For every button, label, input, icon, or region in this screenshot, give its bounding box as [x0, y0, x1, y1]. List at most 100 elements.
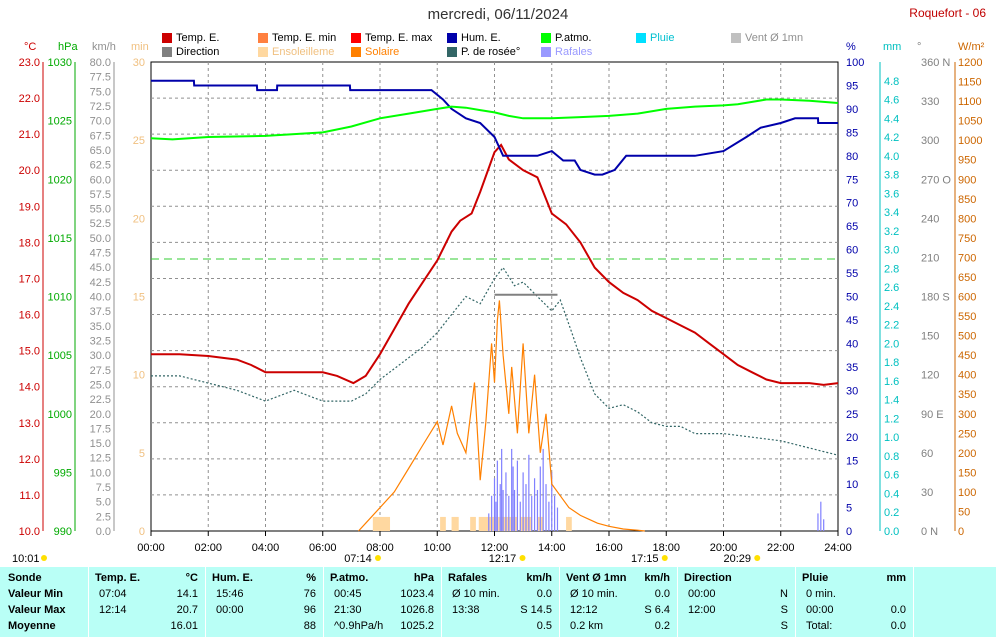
series-line-p-de-ros-e [151, 266, 839, 456]
table-cell-value: 16.01 [170, 620, 198, 632]
table-cell-value: 88 [303, 620, 316, 632]
x-tick-label: 00:00 [137, 542, 165, 554]
rain-tick-label: 0.0 [884, 526, 899, 538]
hum-tick-label: 25 [846, 409, 858, 421]
sun-tick-label: 20 [133, 213, 145, 225]
table-cell: 21:30 [334, 604, 362, 616]
rad-unit-label: W/m² [958, 41, 985, 53]
table-cell-value: 0.0 [890, 604, 906, 616]
time-marker-dot [519, 555, 526, 561]
x-tick-label: 14:00 [538, 542, 566, 554]
rain-tick-label: 4.0 [884, 151, 899, 163]
table-header: Vent Ø 1mn [566, 572, 627, 584]
time-marker-dot [661, 555, 668, 561]
temp-tick-label: 12.0 [19, 454, 40, 466]
wind-tick-label: 42.5 [90, 277, 111, 289]
time-marker-dot [754, 555, 761, 561]
legend-swatch [258, 47, 268, 57]
dir-tick-label: 90 E [921, 409, 944, 421]
legend-swatch [447, 47, 457, 57]
rain-tick-label: 1.8 [884, 357, 899, 369]
hum-tick-label: 60 [846, 245, 858, 257]
rad-tick-label: 650 [958, 272, 976, 284]
table-cell-value: 0.0 [890, 620, 906, 632]
wind-tick-label: 65.0 [90, 145, 111, 157]
dir-tick-label: 300 [921, 135, 939, 147]
table-header-unit: km/h [644, 572, 670, 584]
legend-swatch [162, 47, 172, 57]
wind-tick-label: 37.5 [90, 306, 111, 318]
chart-title: mercredi, 06/11/2024 [427, 6, 569, 23]
dir-tick-label: 240 [921, 213, 939, 225]
table-header: Pluie [802, 572, 829, 584]
wind-tick-label: 10.0 [90, 467, 111, 479]
table-cell-value: S 6.4 [644, 604, 670, 616]
column-divider [323, 567, 324, 637]
table-cell-value: 0.0 [654, 588, 670, 600]
legend-swatch [351, 47, 361, 57]
dir-tick-label: 180 S [921, 292, 950, 304]
rad-tick-label: 0 [958, 526, 964, 538]
rad-tick-label: 600 [958, 292, 976, 304]
rad-tick-label: 150 [958, 467, 976, 479]
table-row-label: Valeur Max [8, 604, 66, 616]
legend-swatch [162, 33, 172, 43]
legend-pressure: P.atmo. [541, 32, 592, 44]
rad-tick-label: 1000 [958, 135, 982, 147]
wind-tick-label: 25.0 [90, 379, 111, 391]
legend-swatch [258, 33, 268, 43]
sunshine-block [470, 516, 476, 531]
press-tick-label: 1020 [48, 174, 72, 186]
rain-tick-label: 2.6 [884, 282, 899, 294]
table-cell-value: 0.5 [536, 620, 552, 632]
rad-tick-label: 700 [958, 252, 976, 264]
temp-tick-label: 17.0 [19, 273, 40, 285]
dir-tick-label: 0 N [921, 526, 938, 538]
rad-tick-label: 850 [958, 194, 976, 206]
wind-tick-label: 30.0 [90, 350, 111, 362]
x-tick-label: 08:00 [366, 542, 394, 554]
wind-tick-label: 22.5 [90, 394, 111, 406]
hum-tick-label: 85 [846, 127, 858, 139]
series-line-hum-e [151, 79, 838, 176]
rain-tick-label: 0.8 [884, 451, 899, 463]
rad-tick-label: 900 [958, 174, 976, 186]
x-tick-label: 22:00 [767, 542, 795, 554]
table-cell-value: S [780, 604, 788, 616]
table-header: Sonde [8, 572, 42, 584]
dir-unit-label: ° [917, 41, 921, 53]
wind-tick-label: 80.0 [90, 57, 111, 69]
series-line-temp-e [151, 143, 839, 386]
wind-tick-label: 77.5 [90, 72, 111, 84]
table-cell-value: 0.2 [654, 620, 670, 632]
table-cell: 00:00 [216, 604, 244, 616]
rain-tick-label: 2.8 [884, 263, 899, 275]
legend-rain: Pluie [636, 32, 674, 44]
wind-tick-label: 15.0 [90, 438, 111, 450]
table-header: Rafales [448, 572, 488, 584]
hum-tick-label: 65 [846, 221, 858, 233]
sun-tick-label: 0 [139, 526, 145, 538]
rad-tick-label: 300 [958, 409, 976, 421]
legend-sunshine: Ensoleilleme [258, 46, 334, 58]
x-tick-label: 12:00 [481, 542, 509, 554]
sun-unit-label: min [131, 41, 149, 53]
table-cell: 00:00 [688, 588, 716, 600]
table-cell-value: N [780, 588, 788, 600]
dir-tick-label: 120 [921, 370, 939, 382]
table-header: Temp. E. [95, 572, 141, 584]
rain-tick-label: 1.0 [884, 432, 899, 444]
dir-tick-label: 210 [921, 252, 939, 264]
table-row-label: Moyenne [8, 620, 56, 632]
time-marker-label: 12:17 [489, 553, 517, 565]
rain-tick-label: 0.2 [884, 507, 899, 519]
table-cell: 0.2 km [570, 620, 604, 632]
rad-tick-label: 500 [958, 331, 976, 343]
table-cell-value: S [780, 620, 788, 632]
x-tick-label: 20:00 [710, 542, 738, 554]
wind-tick-label: 7.5 [96, 482, 111, 494]
table-cell: 12:00 [688, 604, 716, 616]
sunshine-block [566, 516, 572, 531]
press-tick-label: 1030 [48, 57, 72, 69]
table-cell-value: S 14.5 [520, 604, 552, 616]
